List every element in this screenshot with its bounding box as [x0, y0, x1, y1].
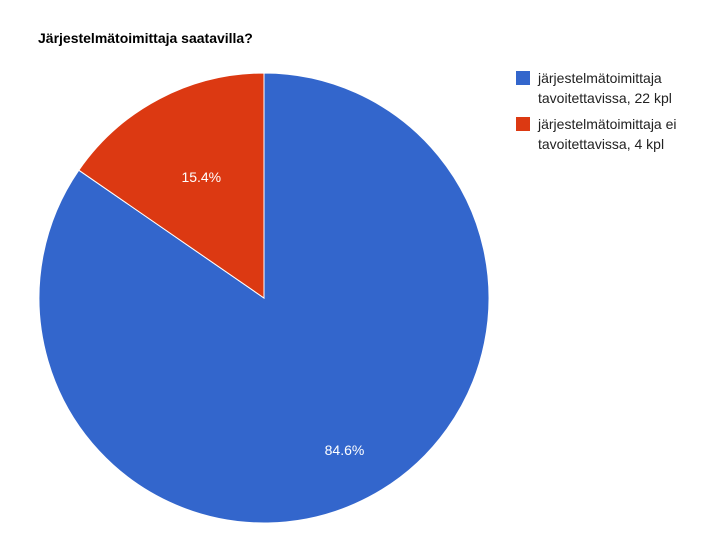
legend-swatch-unreachable [516, 117, 530, 131]
legend-item-reachable[interactable]: järjestelmätoimittaja tavoitettavissa, 2… [516, 68, 716, 108]
chart-title: Järjestelmätoimittaja saatavilla? [38, 30, 253, 46]
legend-swatch-reachable [516, 71, 530, 85]
legend-label-reachable: järjestelmätoimittaja tavoitettavissa, 2… [538, 70, 672, 106]
pie-slice-label-unreachable: 15.4% [181, 169, 221, 185]
legend-item-unreachable[interactable]: järjestelmätoimittaja ei tavoitettavissa… [516, 114, 716, 154]
pie-slice-label-reachable: 84.6% [325, 442, 365, 458]
pie-slice-unreachable[interactable] [78, 72, 265, 299]
legend: järjestelmätoimittaja tavoitettavissa, 2… [516, 68, 716, 160]
legend-label-unreachable: järjestelmätoimittaja ei tavoitettavissa… [538, 116, 677, 152]
